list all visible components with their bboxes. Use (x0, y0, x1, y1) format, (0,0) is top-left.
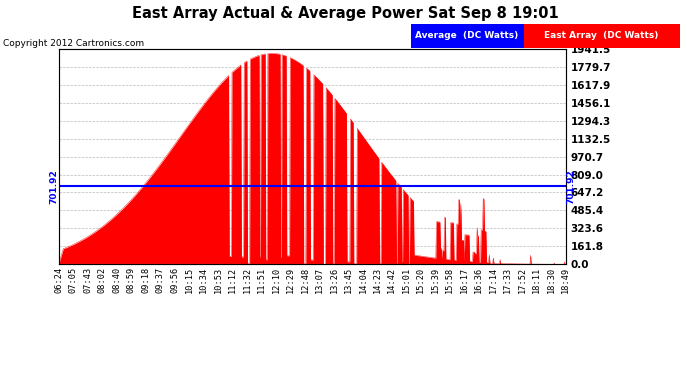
Text: 15:58: 15:58 (445, 266, 455, 292)
Text: 13:07: 13:07 (315, 266, 324, 292)
Text: 10:53: 10:53 (213, 266, 223, 292)
Text: 09:56: 09:56 (170, 266, 179, 292)
Text: 12:29: 12:29 (286, 266, 295, 292)
Bar (411, 24, 524, 48)
Text: East Array Actual & Average Power Sat Sep 8 19:01: East Array Actual & Average Power Sat Se… (132, 6, 558, 21)
Text: 08:40: 08:40 (112, 266, 121, 292)
Text: 10:34: 10:34 (199, 266, 208, 292)
Text: East Array  (DC Watts): East Array (DC Watts) (544, 32, 659, 40)
Text: 11:32: 11:32 (242, 266, 252, 292)
Text: 08:59: 08:59 (126, 266, 136, 292)
Bar (524, 24, 680, 48)
Text: 09:37: 09:37 (155, 266, 165, 292)
Text: 12:48: 12:48 (300, 266, 310, 292)
Text: 08:02: 08:02 (97, 266, 107, 292)
Text: 13:45: 13:45 (344, 266, 353, 292)
Text: 10:15: 10:15 (184, 266, 194, 292)
Text: 14:42: 14:42 (387, 266, 397, 292)
Text: 11:51: 11:51 (257, 266, 266, 292)
Text: 17:33: 17:33 (503, 266, 513, 292)
Text: 15:20: 15:20 (416, 266, 426, 292)
Text: 07:43: 07:43 (83, 266, 92, 292)
Text: 07:05: 07:05 (68, 266, 78, 292)
Text: 701.92: 701.92 (49, 169, 58, 204)
Text: 06:24: 06:24 (54, 266, 63, 292)
Text: 17:52: 17:52 (518, 266, 527, 292)
Text: 16:36: 16:36 (474, 266, 484, 292)
Text: 13:26: 13:26 (329, 266, 339, 292)
Text: 15:01: 15:01 (402, 266, 411, 292)
Text: 17:14: 17:14 (489, 266, 498, 292)
Text: 16:17: 16:17 (460, 266, 469, 292)
Text: 09:18: 09:18 (141, 266, 150, 292)
Text: 14:04: 14:04 (358, 266, 368, 292)
Text: Average  (DC Watts): Average (DC Watts) (415, 32, 519, 40)
Text: 14:23: 14:23 (373, 266, 382, 292)
Text: 15:39: 15:39 (431, 266, 440, 292)
Text: 701.92: 701.92 (566, 169, 575, 204)
Text: 11:12: 11:12 (228, 266, 237, 292)
Text: 18:30: 18:30 (546, 266, 556, 292)
Text: 12:10: 12:10 (271, 266, 281, 292)
Text: Copyright 2012 Cartronics.com: Copyright 2012 Cartronics.com (3, 39, 145, 48)
Text: 18:49: 18:49 (561, 266, 571, 292)
Text: 18:11: 18:11 (532, 266, 542, 292)
